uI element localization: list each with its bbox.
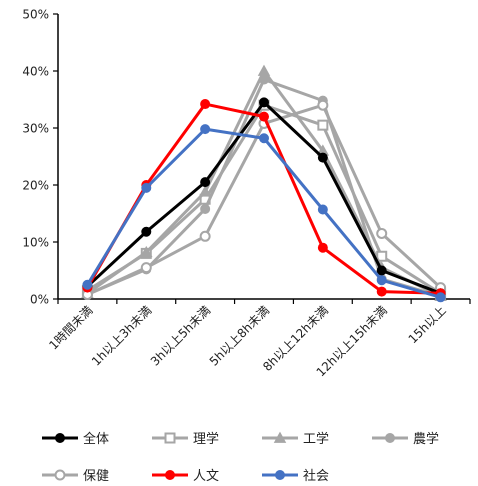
legend-item: 農学 [372, 431, 439, 447]
y-tick-label: 30% [22, 122, 49, 136]
legend-swatch-marker [164, 432, 176, 444]
legend-swatch-marker [54, 469, 66, 481]
data-point-marker [200, 177, 211, 188]
y-tick-label: 10% [22, 236, 49, 250]
x-tick-label: 1h以上3h未満 [89, 303, 154, 368]
y-tick-label: 20% [22, 179, 49, 193]
series-6 [82, 99, 446, 299]
legend-swatch-marker [273, 431, 287, 443]
data-point-marker [376, 286, 387, 297]
data-point-marker [141, 182, 152, 193]
data-point-marker [199, 230, 211, 242]
series-7 [82, 124, 446, 303]
data-point-marker [198, 185, 212, 197]
legend-label: 工学 [303, 431, 329, 447]
data-point-marker [200, 124, 211, 135]
data-point-marker [317, 152, 328, 163]
data-point-marker [259, 74, 269, 85]
series-layer [81, 64, 447, 303]
legend-swatch-marker [385, 433, 395, 443]
data-point-marker [317, 204, 328, 215]
data-point-marker [259, 97, 269, 108]
legend-item: 全体 [42, 431, 109, 447]
legend-label: 理学 [193, 431, 219, 447]
legend-swatch-marker [165, 470, 175, 480]
x-tick-label: 5h以上8h未満 [207, 303, 272, 368]
y-tick-label: 0% [30, 293, 49, 307]
data-point-marker [257, 64, 271, 76]
data-point-marker [376, 275, 387, 286]
data-point-marker [317, 242, 328, 253]
legend-item: 工学 [262, 431, 329, 447]
legend-label: 人文 [193, 469, 219, 484]
x-axis: 1時間未満1h以上3h未満3h以上5h未満5h以上8h未満8h以上12h未満12… [46, 298, 471, 379]
data-point-marker [140, 262, 152, 274]
x-tick-label: 15h以上 [406, 303, 449, 346]
legend-item: 理学 [152, 431, 219, 447]
legend-item: 社会 [262, 468, 329, 484]
data-point-marker [435, 292, 446, 303]
legend-swatch-marker [55, 433, 65, 443]
x-tick-label: 1時間未満 [46, 303, 95, 352]
legend-item: 保健 [42, 469, 109, 484]
legend-label: 農学 [413, 431, 439, 447]
data-point-marker [259, 133, 269, 144]
data-point-marker [200, 99, 211, 110]
legend-label: 社会 [303, 468, 329, 484]
legend-label: 全体 [83, 431, 109, 447]
legend-label: 保健 [83, 469, 109, 484]
x-tick-label: 3h以上5h未満 [148, 303, 213, 368]
data-point-marker [200, 203, 211, 214]
data-point-marker [317, 99, 329, 111]
y-tick-label: 40% [22, 65, 49, 79]
data-point-marker [82, 279, 93, 290]
legend-item: 人文 [152, 469, 219, 484]
legend-swatch-marker [275, 470, 285, 480]
y-axis: 0% 10% 20% 30% 40% 50% [22, 8, 59, 307]
data-point-marker [317, 119, 329, 131]
data-point-marker [376, 227, 388, 239]
y-tick-label: 50% [22, 8, 49, 22]
data-point-marker [259, 111, 269, 122]
data-point-marker [141, 226, 152, 237]
data-point-marker [376, 265, 387, 276]
data-point-marker [140, 245, 153, 258]
